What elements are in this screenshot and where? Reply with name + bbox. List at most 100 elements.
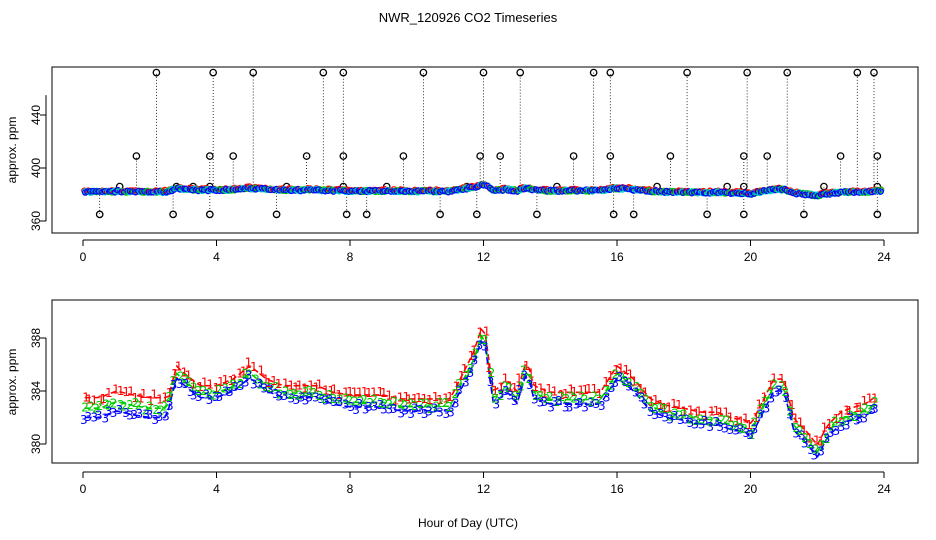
low-spike-point [800,210,808,219]
series-2-marker: 2 [817,439,825,453]
series-2-marker: 2 [126,398,134,412]
series-1-marker: 1 [778,372,786,386]
baseline-point [837,188,845,196]
series-2-marker: 2 [578,390,586,404]
series-3-marker: 3 [843,418,851,432]
series-1-marker: 1 [245,356,253,370]
baseline-point [828,189,836,197]
series-3-marker: 3 [105,404,113,418]
series-2-marker: 2 [642,392,650,406]
series-3-marker: 3 [801,437,809,451]
series-3-marker: 3 [336,395,344,409]
series-1-marker: 1 [122,385,130,399]
series-2-marker: 2 [433,400,441,414]
series-2-marker: 2 [823,432,831,446]
series-3-marker: 3 [868,403,876,417]
series-3-marker: 3 [632,386,640,400]
series-1-marker: 1 [596,387,604,401]
baseline-point [95,188,103,195]
series-3-marker: 3 [170,378,178,392]
low-spike-point [205,210,214,219]
series-1-marker: 1 [623,363,631,377]
series-3-marker: 3 [691,417,699,431]
series-1-marker: 1 [201,376,209,390]
series-2-marker: 2 [157,403,165,417]
series-2-marker: 2 [680,407,688,421]
series-2-marker: 2 [618,370,626,384]
series-3-marker: 3 [146,408,154,422]
series-1-marker: 1 [792,411,800,425]
series-1-marker: 1 [781,379,789,393]
baseline-point [510,188,517,195]
series-3-marker: 3 [547,400,555,414]
series-3-marker: 3 [540,395,548,409]
series-3-marker: 3 [531,392,539,406]
series-3-marker: 3 [142,408,150,422]
top-panel: approx. ppm 0 4 8 12 16 20 24 360 400 440 [5,66,919,264]
series-1-marker: 1 [421,392,429,406]
baseline-point [201,186,208,193]
series-1-marker: 1 [497,381,505,395]
series-3-marker: 3 [380,403,388,417]
bottom-y-axis-label: approx. ppm [5,349,19,416]
series-1-marker: 1 [713,404,721,418]
series-3-marker: 3 [411,402,419,416]
mid-spike-point [229,152,238,160]
series-2-marker: 2 [546,390,554,404]
series-1-marker: 1 [558,388,566,402]
series-3-marker: 3 [611,376,619,390]
series-2-marker: 2 [770,377,778,391]
series-1-marker: 1 [637,382,645,396]
series-3-marker: 3 [436,406,444,420]
series-1-marker: 1 [742,412,750,426]
series-1-marker: 1 [813,433,821,447]
mid-spike-point [763,152,772,160]
bottom-x-tick-label: 16 [610,482,624,496]
series-2-marker: 2 [621,374,629,388]
series-2-marker: 2 [377,396,385,410]
low-spike-point [609,210,618,219]
top-plot-frame [51,66,919,234]
low-spike-point [739,210,748,219]
series-1-marker: 1 [370,385,378,399]
baseline-point [783,187,791,194]
series-1-marker: 1 [470,343,478,357]
series-1-marker: 1 [432,390,440,404]
baseline-point [480,182,488,189]
bottom-y-tick-label: 388 [29,328,43,348]
mid-spike-point [205,152,214,160]
bottom-x-tick-label: 0 [80,482,87,496]
series-2-marker: 2 [367,396,375,410]
series-3-marker: 3 [293,393,301,407]
baseline-point [384,187,391,195]
series-1-marker: 1 [197,380,205,394]
series-2-marker: 2 [302,385,310,399]
series-2-marker: 2 [427,402,435,416]
series-2-marker: 2 [517,380,525,394]
series-3-marker: 3 [811,448,819,462]
series-2-marker: 2 [563,392,571,406]
series-2-marker: 2 [732,419,740,433]
series-2-marker: 2 [676,408,684,422]
mid-spike-point [606,152,615,160]
baseline-point [537,186,545,194]
series-3-marker: 3 [330,395,338,409]
series-1-marker: 1 [770,371,778,385]
series-2-marker: 2 [692,414,700,428]
series-2-marker: 2 [488,366,496,380]
series-3-marker: 3 [551,395,559,409]
series-1-marker: 1 [800,423,808,437]
series-2-marker: 2 [227,379,235,393]
series-2-marker: 2 [81,401,89,415]
series-3-marker: 3 [401,403,409,417]
series-2-marker: 2 [132,396,140,410]
series-2-marker: 2 [282,385,290,399]
series-3-marker: 3 [390,402,398,416]
series-3-marker: 3 [116,403,124,417]
series-3-marker: 3 [110,406,118,420]
series-2-marker: 2 [501,380,509,394]
high-spike-point [339,68,348,77]
series-3-marker: 3 [156,410,164,424]
baseline-point [567,186,574,194]
